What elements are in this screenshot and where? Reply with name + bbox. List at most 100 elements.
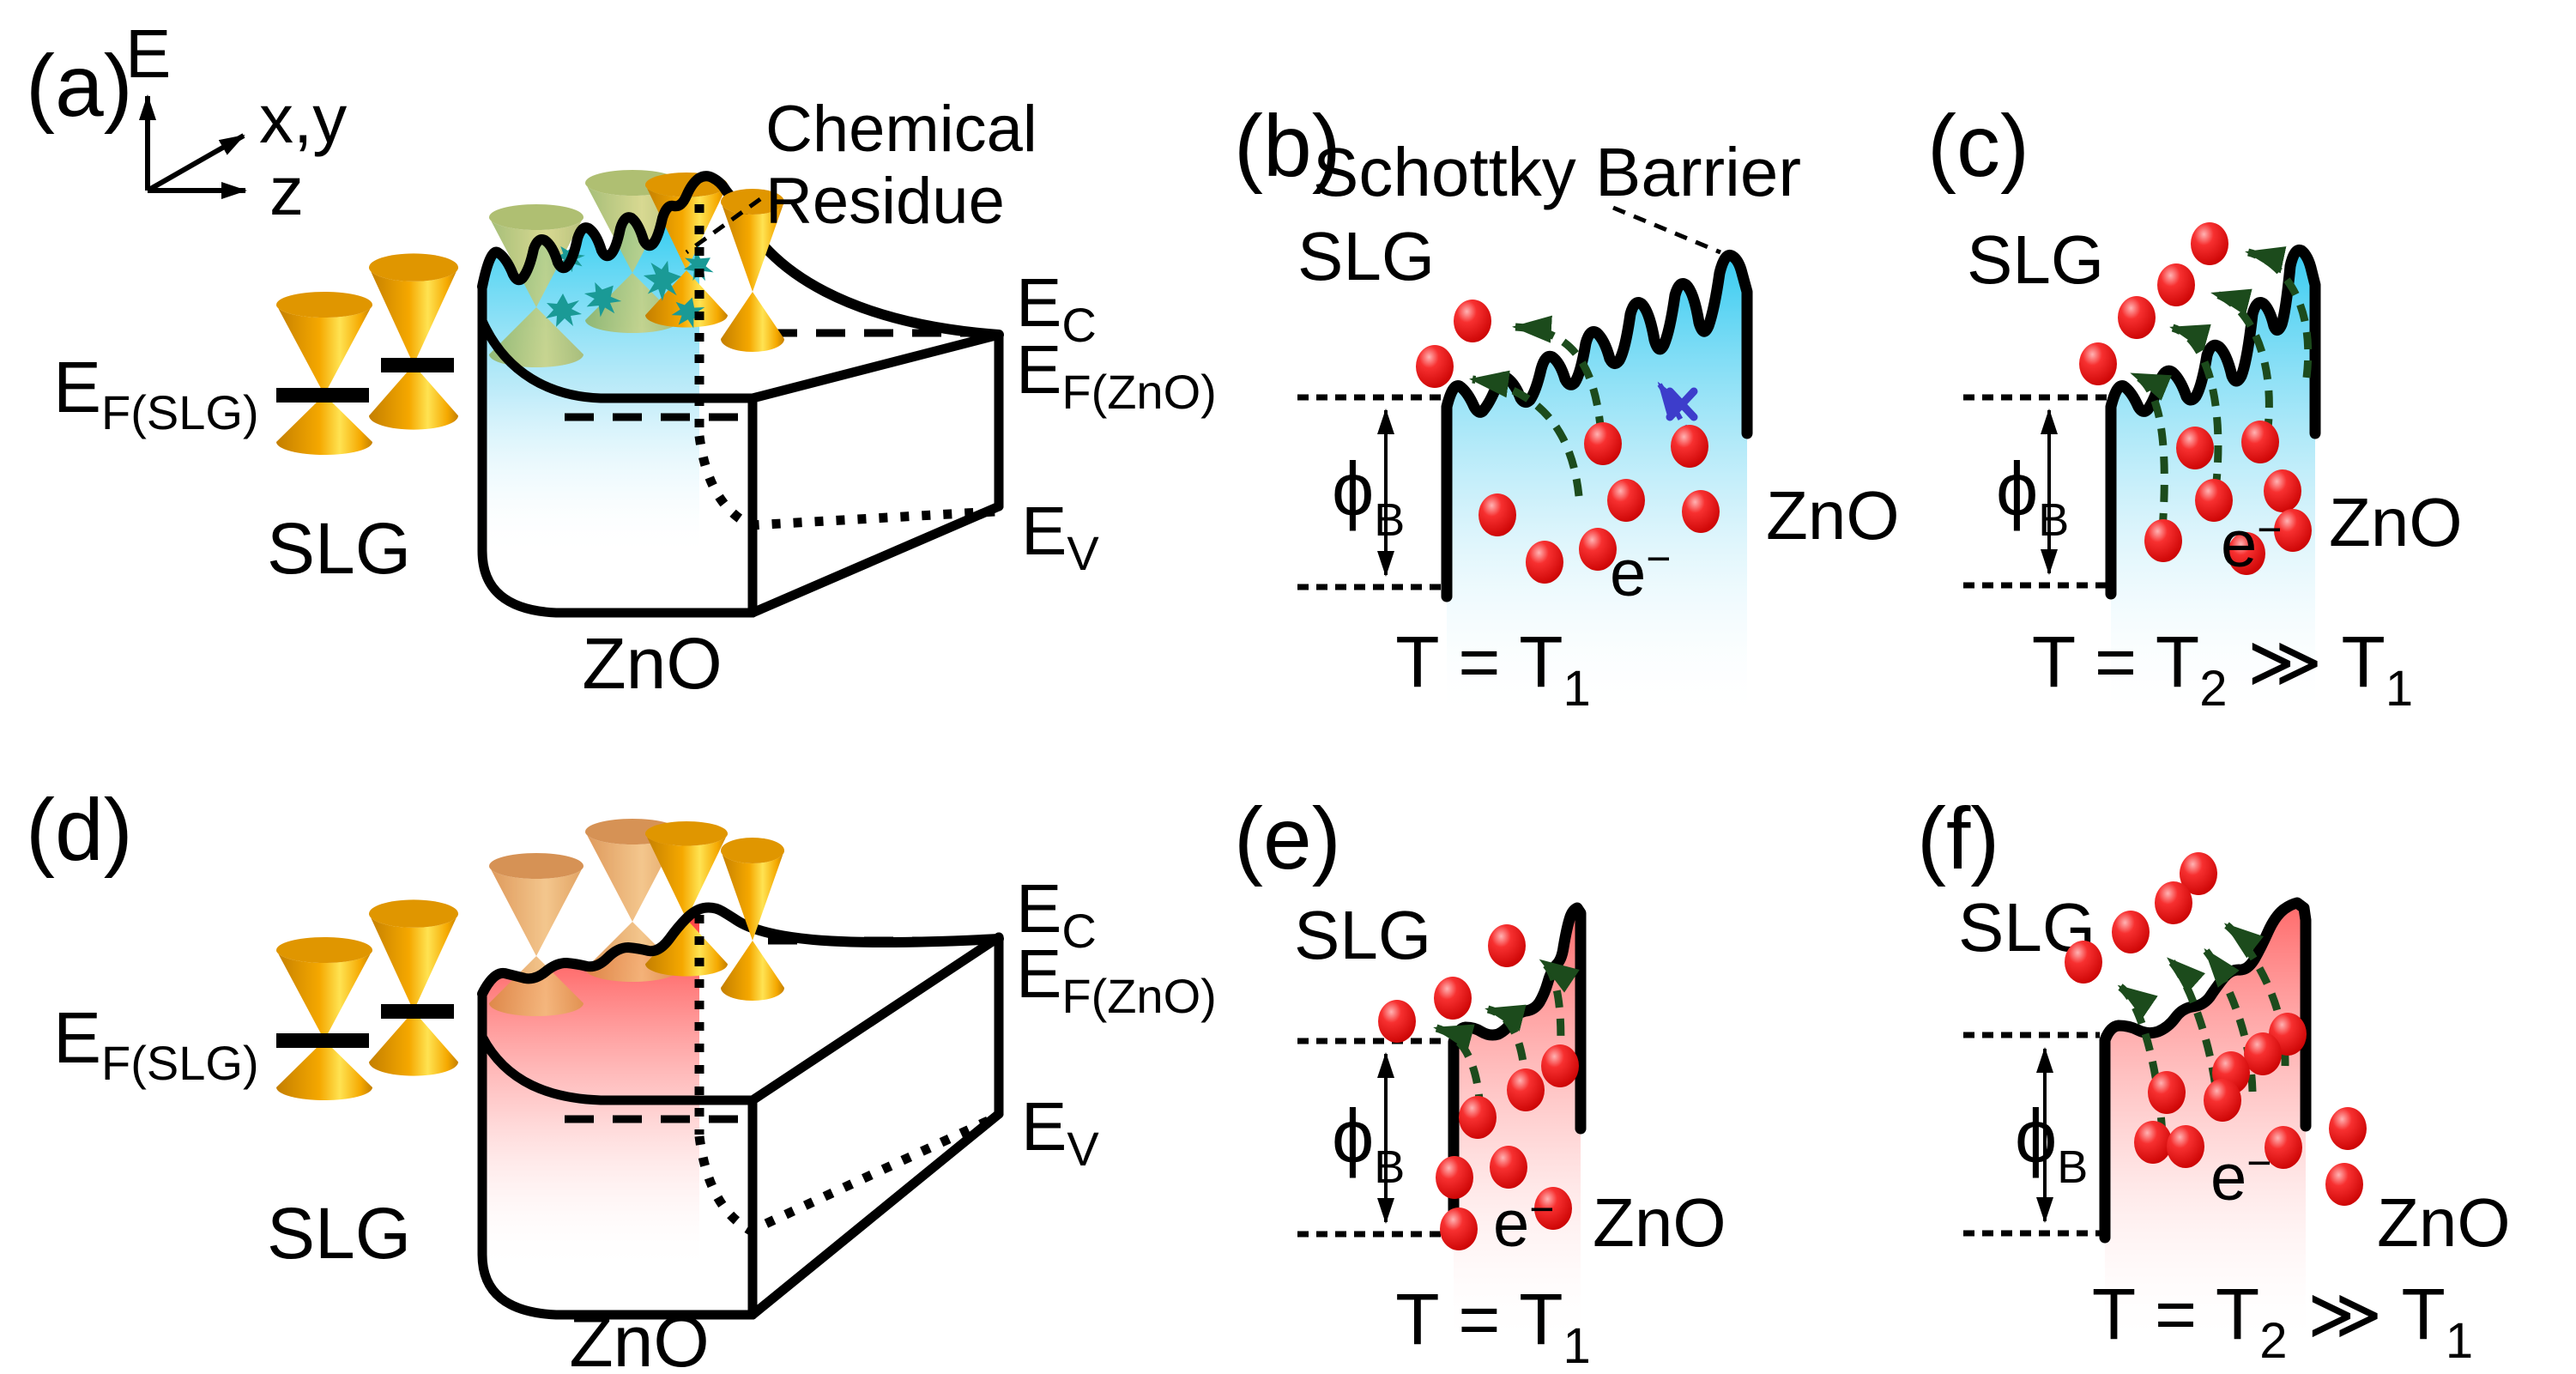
slg-label: SLG — [1297, 218, 1435, 294]
zno-box — [477, 932, 1004, 1320]
temperature-label: T = T2 ≫ T1 — [2092, 1274, 2473, 1369]
phi-b-label: ϕB — [1332, 1093, 1405, 1193]
panel-e-label: (e) — [1234, 790, 1341, 887]
slg-label: SLG — [267, 508, 411, 589]
phi-b-label: ϕB — [1332, 446, 1405, 546]
thermionic-arrow-icon — [2245, 246, 2313, 378]
temperature-label: T = T1 — [1395, 621, 1591, 717]
axis-z-label: z — [269, 153, 304, 229]
ef-slg-label: EF(SLG) — [53, 997, 259, 1090]
electron — [1440, 1208, 1478, 1250]
electron — [2241, 421, 2279, 463]
zno-box — [477, 281, 1004, 618]
electron — [1478, 493, 1516, 536]
electron — [2204, 1079, 2241, 1122]
electron — [1682, 490, 1720, 533]
axis-xy-label: x,y — [259, 81, 347, 157]
electron — [1607, 479, 1645, 522]
temperature-label: T = T2 ≫ T1 — [2032, 621, 2413, 717]
schottky-barrier-curve — [2099, 897, 2312, 1244]
panel-b-label: (b) — [1234, 97, 1341, 195]
phi-b-label: ϕB — [1996, 446, 2069, 546]
thermionic-arrow-icon — [2203, 947, 2257, 1093]
electron — [2329, 1107, 2367, 1150]
thermionic-arrow-icon — [2223, 922, 2289, 1067]
electron — [2065, 941, 2102, 984]
schottky-barrier-label: Schottky Barrier — [1313, 134, 1801, 210]
electron — [2148, 1071, 2186, 1114]
zno-label: ZnO — [569, 1301, 709, 1374]
box-top-right-edge — [747, 932, 1004, 1105]
electron — [2144, 519, 2182, 562]
thermionic-arrow-icon — [2210, 288, 2273, 437]
dirac-cone — [276, 937, 372, 1100]
electron — [2191, 222, 2228, 265]
panel-d: (d) EF(SLG) SLG ZnO EC EF(ZnO) EV — [26, 781, 1217, 1374]
interface-barrier-profile — [477, 171, 1004, 340]
ev-label: EV — [1021, 1088, 1099, 1176]
electron — [1454, 300, 1491, 342]
schottky-barrier-leader-line — [1612, 205, 1721, 255]
ef-slg-label: EF(SLG) — [53, 347, 259, 439]
panel-f-label: (f) — [1917, 790, 1999, 887]
dirac-cone-faded — [489, 853, 584, 1016]
thermionic-arrow-icon — [1433, 1024, 1485, 1112]
fermi-level-bar — [381, 1004, 454, 1019]
thermionic-arrow-icon — [1469, 370, 1583, 497]
coordinate-axes-icon: E x,y z — [125, 15, 347, 229]
thermionic-arrow-icon — [2130, 370, 2172, 531]
zno-label: ZnO — [582, 623, 722, 704]
electron — [1416, 345, 1454, 388]
panel-b: (b) Schottky Barrier SLG ϕB e− ZnO T = T… — [1234, 97, 1900, 721]
thermionic-arrow-icon — [2117, 984, 2167, 1135]
dirac-cone — [369, 899, 458, 1076]
dirac-cone — [369, 253, 458, 430]
ef-zno-label: EF(ZnO) — [1016, 935, 1217, 1023]
box-bottom-right-edge — [747, 1109, 1004, 1320]
ec-label: EC — [1016, 870, 1097, 958]
electron — [1507, 1068, 1545, 1111]
box-left-bottom-edge — [477, 281, 758, 618]
blocked-x-icon — [1666, 387, 1698, 421]
ec-label: EC — [1016, 264, 1097, 352]
slg-label: SLG — [1967, 221, 2104, 298]
slg-label: SLG — [267, 1193, 411, 1274]
electron — [1378, 1000, 1416, 1043]
electron — [1488, 924, 1526, 967]
thermionic-arrow-icon — [1539, 958, 1580, 1065]
electron — [1434, 977, 1472, 1020]
zno-region-gradient — [1447, 255, 1747, 721]
panel-d-label: (d) — [26, 781, 133, 879]
electron — [2325, 1163, 2363, 1206]
electron-label: e− — [2210, 1139, 2271, 1214]
electron — [2134, 1121, 2172, 1164]
electron — [2112, 911, 2150, 953]
electron — [1541, 1044, 1579, 1087]
electron — [1459, 1096, 1497, 1139]
ev-label: EV — [1021, 493, 1099, 580]
axis-xy-arrow — [146, 133, 245, 193]
zno-region-gradient — [2105, 903, 2306, 1347]
thermionic-arrow-icon — [2169, 324, 2222, 492]
fermi-level-bar — [381, 358, 454, 372]
schottky-barrier-curve — [2105, 244, 2321, 600]
zno-region-gradient — [1454, 908, 1581, 1347]
dirac-cone — [276, 292, 372, 455]
panel-c: (c) SLG ϕB e− ZnO T = T2 ≫ T1 — [1927, 97, 2463, 721]
panel-c-label: (c) — [1927, 97, 2029, 195]
electron — [1526, 541, 1563, 584]
chemical-residue-label-line1: Chemical — [765, 93, 1037, 166]
box-bottom-right-edge — [747, 501, 1004, 618]
chemical-residue-leader-line — [685, 197, 762, 255]
slg-label: SLG — [1294, 897, 1431, 973]
schottky-barrier-curve — [1448, 902, 1587, 1246]
electron-label: e− — [2221, 505, 2282, 581]
panel-a: (a) E x,y z EF(SLG) SLG ZnO — [26, 15, 1217, 704]
electron — [2167, 1125, 2204, 1168]
electron — [2079, 342, 2117, 385]
panel-a-label: (a) — [26, 37, 133, 135]
electron-label: e− — [1610, 535, 1671, 610]
box-top-right-edge — [747, 330, 1004, 403]
zno-label: ZnO — [1766, 477, 1900, 554]
axis-e-label: E — [125, 15, 171, 92]
